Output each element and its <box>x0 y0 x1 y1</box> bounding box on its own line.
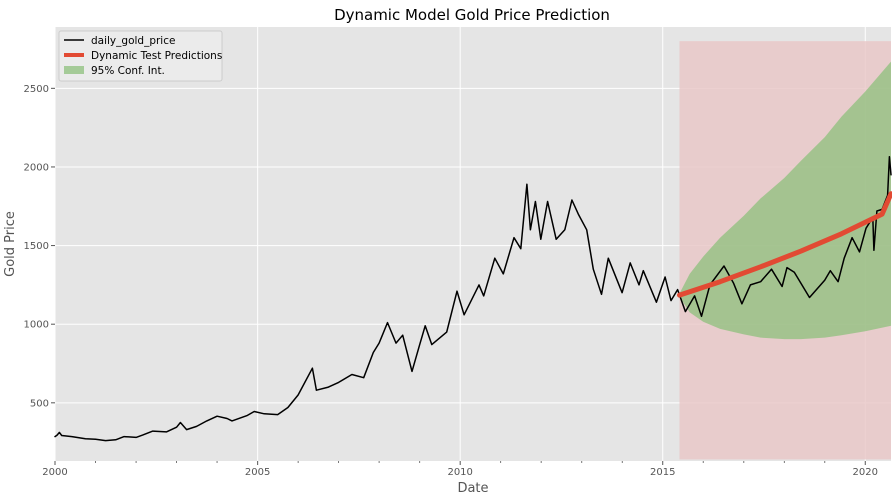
x-axis-label: Date <box>457 481 488 496</box>
series-lines <box>54 61 892 442</box>
x-tick-label: 2010 <box>447 467 472 478</box>
y-tick-label: 2000 <box>24 162 49 173</box>
x-tick-label: 2005 <box>245 467 270 478</box>
y-tick-label: 1500 <box>24 241 49 252</box>
x-tick-label: 2020 <box>853 467 878 478</box>
y-tick-label: 500 <box>30 398 49 409</box>
series-line-predictions <box>677 191 892 298</box>
axis-ticks: 2000 2005 2010 2015 2020 500 1000 1500 2000 2500 <box>24 84 878 478</box>
legend-label-conf-int: 95% Conf. Int. <box>91 65 165 77</box>
confidence-band <box>679 61 891 340</box>
legend-label-predictions: Dynamic Test Predictions <box>91 50 222 62</box>
legend-frame <box>58 30 223 82</box>
x-tick-label: 2015 <box>650 467 675 478</box>
legend-swatch-conf-int <box>64 66 84 74</box>
chart-title: Dynamic Model Gold Price Prediction <box>334 6 610 24</box>
legend: daily_gold_price Dynamic Test Prediction… <box>58 30 223 82</box>
series-line-daily-gold-price <box>54 155 892 442</box>
y-axis-label: Gold Price <box>3 211 18 277</box>
y-tick-label: 2500 <box>24 84 49 95</box>
y-tick-label: 1000 <box>24 320 49 331</box>
legend-label-daily-gold-price: daily_gold_price <box>91 35 175 47</box>
x-tick-label: 2000 <box>42 467 67 478</box>
